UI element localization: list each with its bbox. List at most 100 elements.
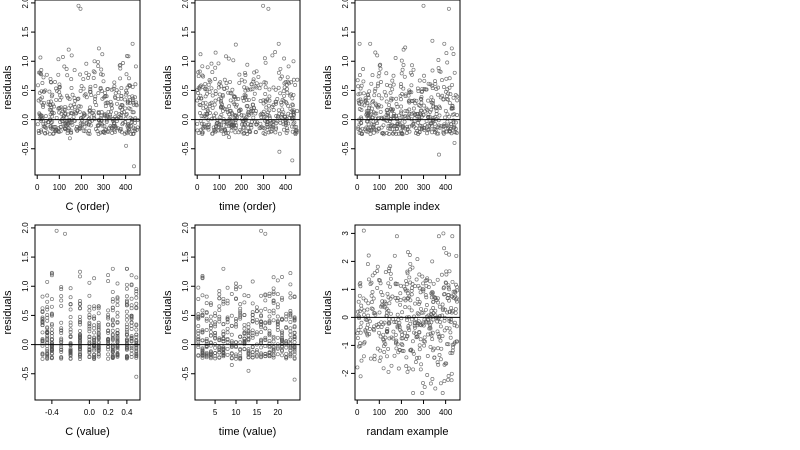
data-point bbox=[99, 67, 104, 72]
data-point bbox=[417, 347, 422, 352]
data-point bbox=[384, 82, 389, 87]
data-point bbox=[45, 352, 50, 357]
data-point bbox=[417, 355, 422, 360]
data-point bbox=[381, 132, 386, 137]
points-time-value bbox=[196, 228, 297, 382]
data-point bbox=[261, 101, 266, 106]
data-point bbox=[285, 126, 290, 131]
data-point bbox=[453, 93, 458, 98]
data-point bbox=[239, 77, 244, 82]
data-point bbox=[357, 293, 362, 298]
data-point bbox=[68, 103, 73, 108]
data-point bbox=[267, 108, 272, 113]
data-point bbox=[357, 41, 362, 46]
data-point bbox=[358, 330, 363, 335]
data-point bbox=[361, 91, 366, 96]
data-point bbox=[282, 81, 287, 86]
data-point bbox=[40, 317, 45, 322]
data-point bbox=[435, 277, 440, 282]
data-point bbox=[59, 356, 64, 361]
data-point bbox=[253, 130, 258, 135]
data-point bbox=[429, 95, 434, 100]
data-point bbox=[109, 127, 114, 132]
data-point bbox=[92, 339, 97, 344]
data-point bbox=[265, 97, 270, 102]
data-point bbox=[110, 308, 115, 313]
data-point bbox=[127, 127, 132, 132]
data-point bbox=[80, 121, 85, 126]
data-point bbox=[196, 353, 201, 358]
data-point bbox=[210, 116, 214, 121]
data-point bbox=[262, 115, 267, 120]
data-point bbox=[358, 374, 363, 379]
x-tick-label: 300 bbox=[257, 183, 271, 192]
data-point bbox=[263, 354, 268, 359]
data-point bbox=[379, 290, 384, 295]
data-point bbox=[398, 291, 403, 296]
data-point bbox=[275, 292, 280, 297]
data-point bbox=[216, 61, 221, 66]
data-point bbox=[369, 280, 374, 285]
data-point bbox=[78, 269, 82, 274]
data-point bbox=[129, 326, 134, 331]
data-point bbox=[417, 272, 422, 277]
data-point bbox=[210, 131, 215, 136]
data-point bbox=[208, 356, 213, 361]
data-point bbox=[203, 94, 208, 99]
data-point bbox=[208, 323, 213, 328]
x-tick-label: 200 bbox=[75, 183, 89, 192]
data-point bbox=[426, 98, 431, 103]
data-point bbox=[394, 116, 399, 121]
y-tick-label: 0.5 bbox=[21, 84, 30, 96]
data-point bbox=[444, 250, 449, 255]
data-point bbox=[124, 72, 129, 77]
data-point bbox=[453, 120, 458, 125]
data-point bbox=[390, 122, 394, 127]
data-point bbox=[366, 116, 371, 121]
data-point bbox=[428, 279, 433, 284]
data-point bbox=[398, 118, 402, 123]
data-point bbox=[254, 332, 259, 337]
data-point bbox=[63, 126, 68, 131]
data-point bbox=[78, 104, 83, 109]
data-point bbox=[221, 353, 226, 358]
data-point bbox=[288, 313, 293, 318]
data-point bbox=[225, 85, 229, 90]
data-point bbox=[373, 50, 378, 55]
data-point bbox=[406, 93, 411, 98]
data-point bbox=[110, 322, 115, 327]
data-point bbox=[413, 131, 418, 135]
data-point bbox=[210, 70, 215, 75]
data-point bbox=[53, 80, 57, 84]
data-point bbox=[50, 110, 55, 115]
data-point bbox=[271, 348, 276, 353]
data-point bbox=[284, 311, 289, 316]
data-point bbox=[88, 87, 93, 92]
data-point bbox=[217, 338, 222, 343]
data-point bbox=[449, 46, 454, 51]
data-point bbox=[134, 301, 139, 306]
data-point bbox=[371, 122, 376, 127]
data-point bbox=[423, 293, 428, 298]
data-point bbox=[59, 320, 64, 325]
data-point bbox=[451, 52, 456, 56]
data-point bbox=[246, 333, 251, 338]
y-tick-label: 0 bbox=[341, 315, 350, 320]
data-point bbox=[208, 101, 212, 106]
data-point bbox=[116, 90, 121, 95]
data-point bbox=[447, 252, 452, 257]
data-point bbox=[267, 339, 272, 343]
data-point bbox=[284, 356, 289, 361]
y-tick-label: 2.0 bbox=[181, 222, 190, 234]
data-point bbox=[438, 338, 443, 343]
data-point bbox=[225, 337, 230, 342]
data-point bbox=[221, 296, 226, 301]
data-point bbox=[78, 274, 82, 279]
data-point bbox=[217, 316, 222, 321]
data-point bbox=[96, 91, 101, 96]
data-point bbox=[446, 342, 451, 347]
data-point bbox=[390, 109, 394, 114]
data-point bbox=[45, 305, 50, 310]
data-point bbox=[399, 111, 404, 116]
data-point bbox=[363, 329, 368, 334]
